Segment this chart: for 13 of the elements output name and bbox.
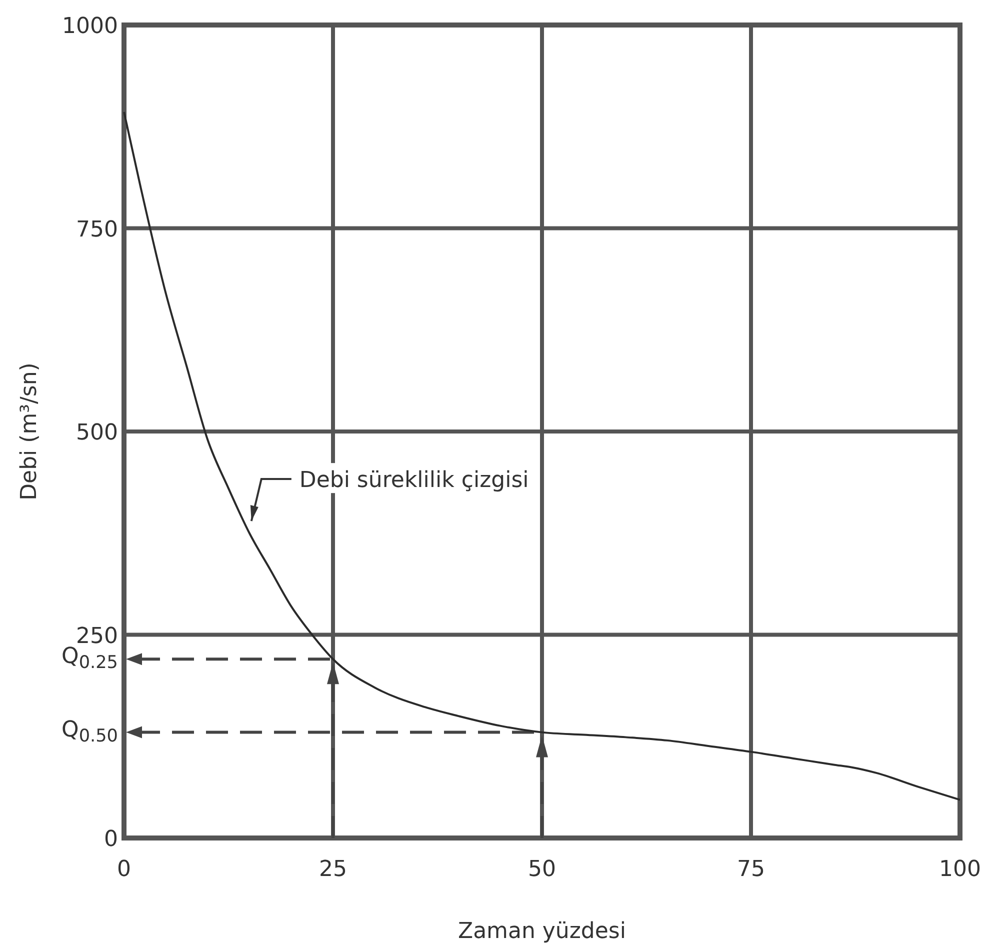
x-tick-label: 25 [319,857,347,882]
line-series [123,110,961,801]
x-tick-label: 75 [737,857,765,882]
x-axis-title: Zaman yüzdesi [458,919,626,944]
y-tick-label: 750 [76,217,118,242]
y-tick-label: 1000 [62,14,118,39]
y-tick-label: 500 [76,420,118,446]
y-tick-label: 0 [104,827,118,852]
x-tick-label: 50 [528,857,556,882]
x-tick-label: 100 [939,857,981,882]
y-axis-title: Debi (m³/sn) [17,362,42,500]
ref-line-label: Q$_{0.50}$ [61,717,118,747]
annotation: Debi süreklilik çizgisi [299,468,529,494]
